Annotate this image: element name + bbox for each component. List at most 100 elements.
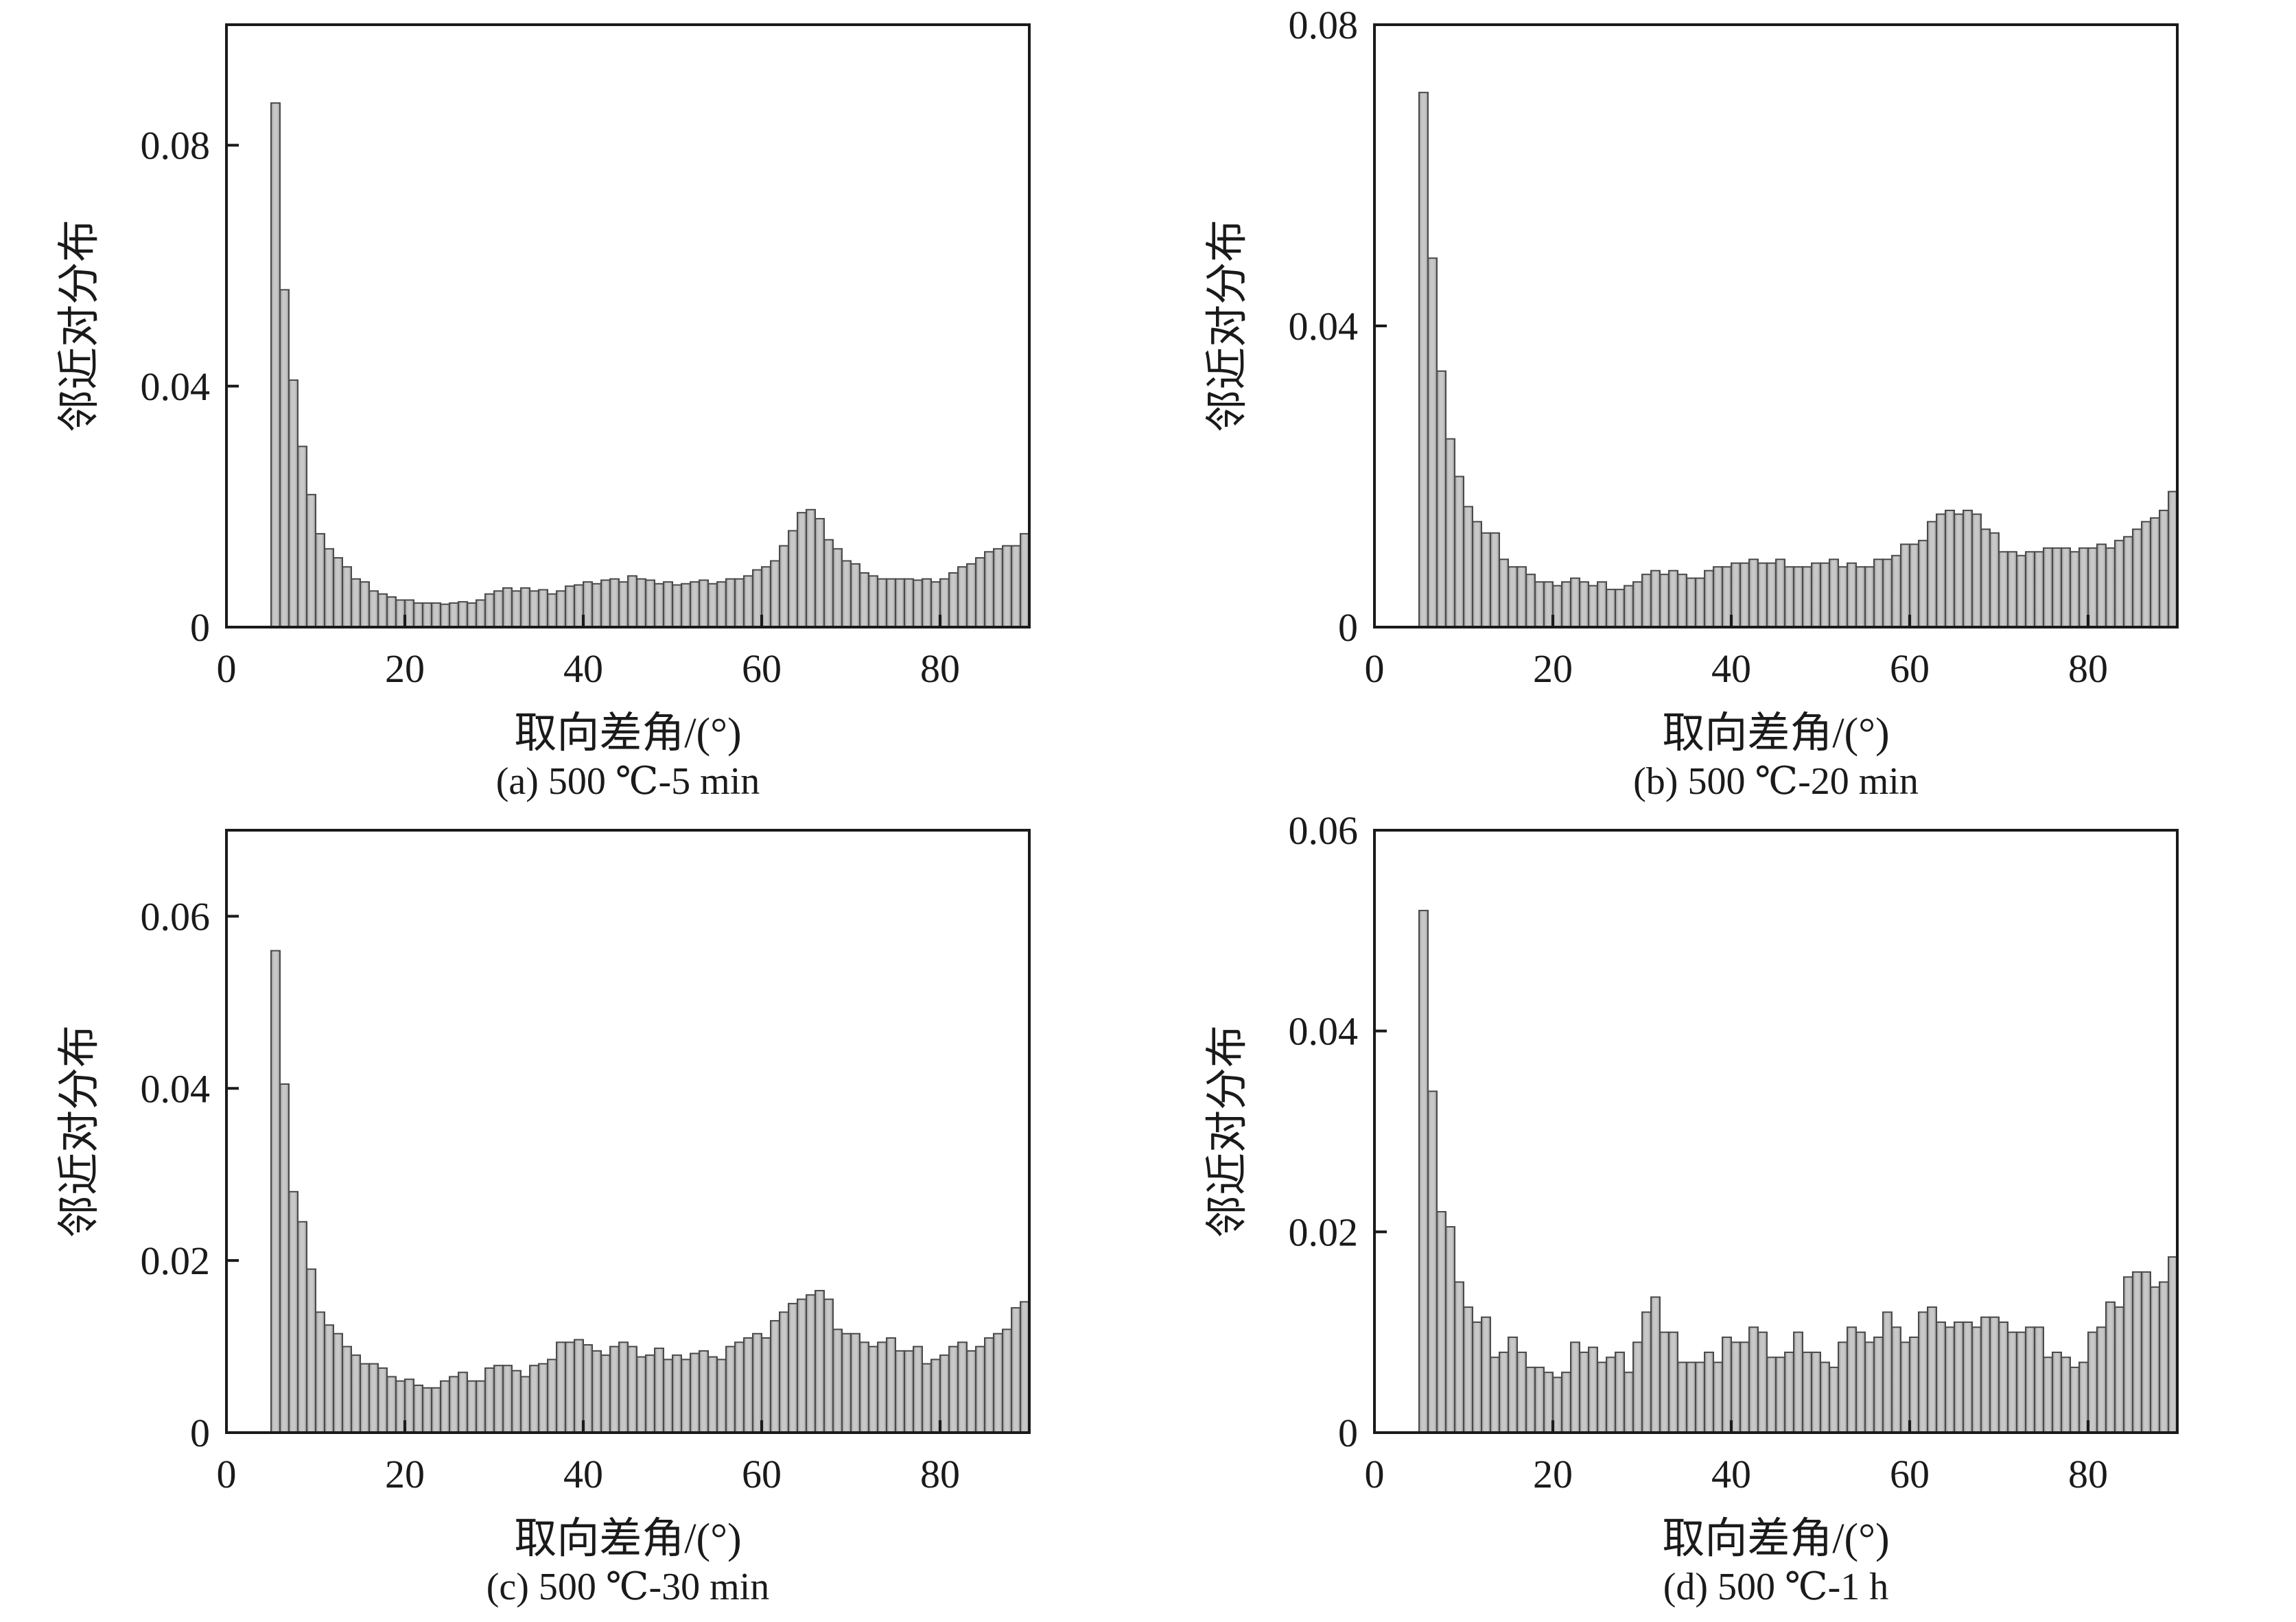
bar: [904, 578, 914, 628]
bar: [1766, 562, 1777, 628]
bar: [779, 545, 789, 628]
bar: [1516, 1351, 1527, 1433]
x-tick-label: 20: [1533, 1452, 1573, 1496]
bar: [2025, 1326, 2035, 1433]
bar: [2141, 521, 2151, 628]
bar: [2025, 551, 2035, 628]
bar: [770, 1319, 780, 1433]
bar: [1606, 1356, 1616, 1433]
bar: [1722, 1336, 1732, 1433]
bar: [1561, 581, 1571, 628]
bar: [583, 1344, 593, 1433]
bar: [1963, 1321, 1973, 1434]
bar: [1731, 1341, 1741, 1433]
bar: [975, 557, 985, 628]
bar: [895, 1350, 905, 1434]
bar: [707, 583, 718, 628]
bar: [806, 1294, 816, 1433]
bar: [1579, 1351, 1589, 1433]
bar: [1525, 1366, 1536, 1434]
bar: [2087, 1331, 2098, 1433]
bar: [288, 1190, 298, 1433]
y-tick-label: 0.04: [1289, 304, 1359, 349]
bar: [832, 548, 843, 628]
bar: [449, 1376, 459, 1433]
bar: [2007, 1331, 2017, 1433]
bar: [1579, 581, 1589, 628]
bar: [467, 1380, 477, 1433]
bar: [966, 1350, 976, 1434]
bar: [511, 1370, 522, 1433]
y-tick-label: 0.08: [1289, 11, 1359, 47]
bar: [975, 1345, 985, 1434]
bar: [788, 530, 798, 628]
bar: [993, 548, 1003, 628]
bar: [1490, 532, 1500, 628]
panel-a-caption: (a) 500 ℃-5 min: [495, 760, 760, 803]
bar: [351, 1354, 361, 1433]
bar: [1989, 1316, 2000, 1433]
bar: [654, 583, 664, 628]
bar: [1570, 577, 1580, 628]
bar: [279, 289, 290, 628]
bar: [859, 1341, 869, 1433]
bar: [1802, 566, 1812, 628]
bar: [1427, 1090, 1438, 1433]
bar: [895, 578, 905, 628]
bar: [2150, 517, 2160, 628]
y-axis-label: 邻近对分布: [56, 1025, 103, 1238]
x-tick-label: 80: [2068, 646, 2108, 691]
bar: [493, 1365, 504, 1433]
bar: [476, 599, 486, 628]
bar: [520, 1376, 530, 1433]
bar: [1793, 1331, 1803, 1433]
x-axis-ticks: 0 20 40 60 80: [1365, 1420, 2108, 1496]
bar: [1677, 574, 1687, 628]
bar: [823, 539, 834, 628]
bar: [368, 1363, 379, 1433]
bar: [654, 1348, 664, 1434]
bar: [815, 517, 825, 628]
bar: [600, 1354, 611, 1433]
bar: [1989, 532, 2000, 628]
bar: [1463, 1306, 1473, 1434]
bar: [1632, 581, 1643, 628]
bar: [618, 581, 629, 628]
bar: [948, 1345, 959, 1434]
bar: [1534, 581, 1545, 628]
bar: [1418, 910, 1429, 1433]
bar: [1847, 562, 1857, 628]
panel-a: 0 20 40 60 80 0 0.04 0.08 取向差角/(°) 邻近对分布 (a) 500 …: [27, 11, 1175, 816]
bar: [351, 578, 361, 628]
bar: [2150, 1286, 2160, 1433]
bar: [761, 1337, 771, 1434]
bar: [1739, 562, 1750, 628]
bar: [1650, 569, 1661, 628]
bar: [645, 579, 655, 628]
y-axis-label: 邻近对分布: [1204, 220, 1251, 432]
bar: [1945, 1326, 1955, 1433]
bar: [1499, 559, 1509, 628]
x-tick-label: 0: [1365, 1452, 1385, 1496]
bar: [1472, 521, 1482, 628]
bar: [1900, 543, 1910, 628]
y-axis-ticks: 0 0.04 0.08: [141, 124, 239, 650]
bar: [467, 602, 477, 628]
bar: [1775, 559, 1785, 628]
bar: [1980, 1316, 1991, 1433]
bar: [1855, 566, 1866, 628]
bar: [743, 1337, 753, 1434]
bar: [1570, 1341, 1580, 1433]
bar: [1757, 1331, 1768, 1433]
bar: [2114, 1306, 2124, 1434]
bar: [2132, 528, 2142, 628]
bar: [752, 1332, 762, 1434]
bar: [360, 1363, 370, 1433]
bar: [565, 585, 575, 628]
bar: [1525, 574, 1536, 628]
bar: [1748, 1326, 1759, 1433]
bar: [1820, 1361, 1830, 1434]
histogram-bars: [1418, 910, 2178, 1434]
bar: [1011, 545, 1021, 628]
bar: [1002, 545, 1012, 628]
